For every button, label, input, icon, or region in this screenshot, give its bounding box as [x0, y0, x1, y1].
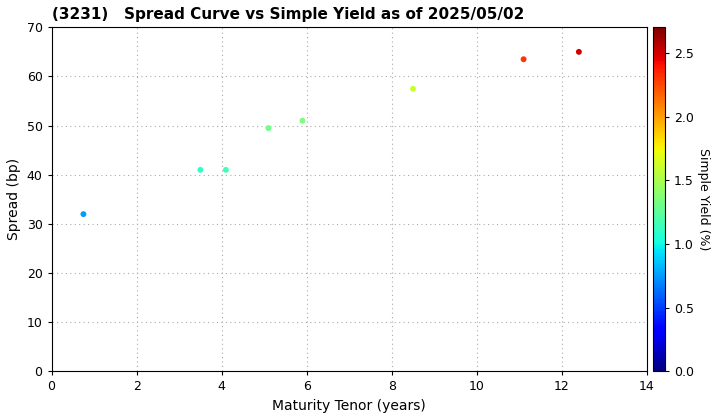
Point	[78, 211, 89, 218]
Point	[263, 125, 274, 131]
Point	[573, 48, 585, 55]
Point	[220, 166, 232, 173]
X-axis label: Maturity Tenor (years): Maturity Tenor (years)	[272, 399, 426, 413]
Point	[194, 166, 206, 173]
Y-axis label: Spread (bp): Spread (bp)	[7, 158, 21, 240]
Point	[297, 117, 308, 124]
Point	[408, 85, 419, 92]
Text: (3231)   Spread Curve vs Simple Yield as of 2025/05/02: (3231) Spread Curve vs Simple Yield as o…	[52, 7, 524, 22]
Y-axis label: Simple Yield (%): Simple Yield (%)	[698, 148, 711, 251]
Point	[518, 56, 529, 63]
